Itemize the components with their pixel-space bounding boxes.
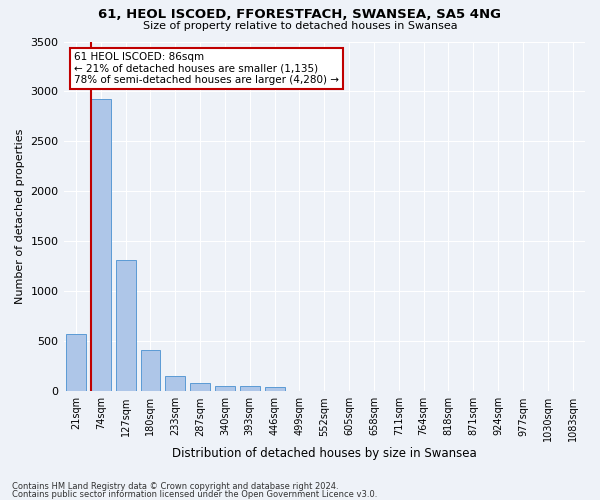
Bar <box>140 350 160 392</box>
Bar <box>240 386 260 392</box>
Bar <box>215 386 235 392</box>
Bar <box>166 376 185 392</box>
Bar <box>66 334 86 392</box>
Text: 61, HEOL ISCOED, FFORESTFACH, SWANSEA, SA5 4NG: 61, HEOL ISCOED, FFORESTFACH, SWANSEA, S… <box>98 8 502 20</box>
Text: Contains HM Land Registry data © Crown copyright and database right 2024.: Contains HM Land Registry data © Crown c… <box>12 482 338 491</box>
Y-axis label: Number of detached properties: Number of detached properties <box>15 128 25 304</box>
Bar <box>116 260 136 392</box>
Text: 61 HEOL ISCOED: 86sqm
← 21% of detached houses are smaller (1,135)
78% of semi-d: 61 HEOL ISCOED: 86sqm ← 21% of detached … <box>74 52 339 85</box>
X-axis label: Distribution of detached houses by size in Swansea: Distribution of detached houses by size … <box>172 447 476 460</box>
Text: Size of property relative to detached houses in Swansea: Size of property relative to detached ho… <box>143 21 457 31</box>
Text: Contains public sector information licensed under the Open Government Licence v3: Contains public sector information licen… <box>12 490 377 499</box>
Bar <box>190 384 210 392</box>
Bar <box>265 387 284 392</box>
Bar <box>91 100 111 392</box>
